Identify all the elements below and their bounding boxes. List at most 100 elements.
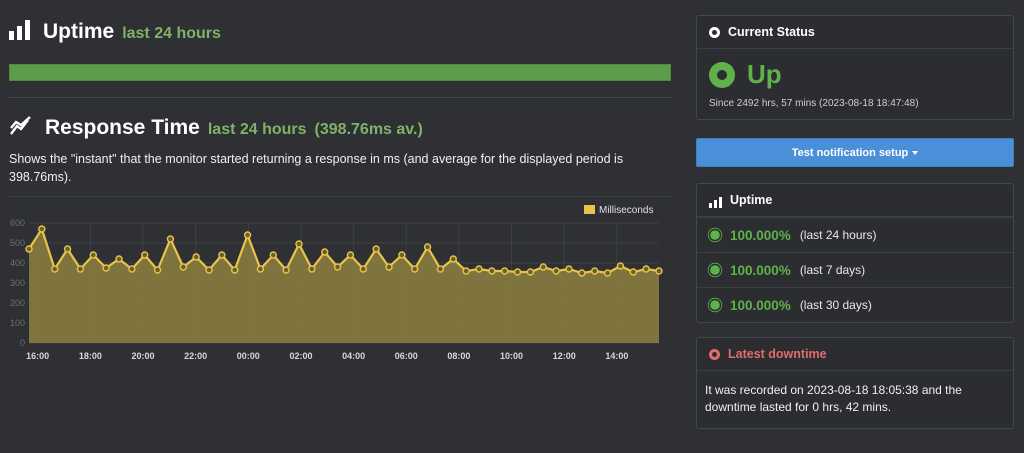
data-point: [526, 268, 535, 276]
success-badge-icon: [710, 300, 720, 310]
response-average: (398.76ms av.): [314, 121, 423, 138]
data-point: [411, 265, 419, 273]
response-period: last 24 hours: [207, 121, 307, 138]
y-tick-label: 300: [10, 278, 25, 288]
data-point: [76, 265, 85, 273]
uptime-percent: 100.000%: [730, 297, 791, 313]
data-point: [295, 240, 303, 248]
test-notification-button[interactable]: Test notification setup: [696, 138, 1014, 167]
y-tick-label: 100: [10, 318, 25, 328]
data-point: [513, 268, 522, 276]
x-tick-label: 06:00: [395, 351, 418, 361]
y-tick-label: 500: [10, 238, 25, 248]
y-tick-label: 400: [10, 258, 25, 268]
data-point: [449, 255, 457, 263]
data-point: [552, 267, 560, 275]
caret-down-icon: [912, 150, 919, 155]
data-point: [565, 265, 573, 273]
uptime-progress-bar: [9, 64, 671, 81]
data-point: [578, 269, 586, 277]
up-indicator-icon: [709, 61, 735, 88]
latest-downtime-text: It was recorded on 2023-08-18 18:05:38 a…: [705, 383, 962, 414]
uptime-panel: Uptime 100.000% (last 24 hours) 100.000%…: [696, 183, 1014, 323]
x-tick-label: 16:00: [26, 351, 49, 361]
data-point: [128, 265, 136, 273]
uptime-period: last 24 hours: [122, 25, 221, 42]
data-point: [501, 267, 509, 275]
y-tick-label: 0: [20, 338, 25, 348]
uptime-panel-heading: Uptime: [730, 193, 773, 207]
data-point: [243, 231, 252, 239]
current-status-heading: Current Status: [728, 25, 815, 39]
data-point: [89, 251, 97, 259]
x-tick-label: 12:00: [553, 351, 576, 361]
success-badge-icon: [710, 265, 720, 275]
uptime-row: 100.000% (last 30 days): [697, 287, 1013, 322]
response-header: Response Time last 24 hours (398.76ms av…: [9, 114, 671, 140]
test-notification-label: Test notification setup: [791, 146, 909, 159]
data-point: [25, 245, 33, 253]
x-tick-label: 14:00: [605, 351, 628, 361]
x-tick-label: 02:00: [289, 351, 312, 361]
data-point: [192, 253, 200, 261]
data-point: [308, 265, 316, 273]
uptime-row: 100.000% (last 24 hours): [697, 217, 1013, 252]
sidebar: Current Status Up Since 2492 hrs, 57 min…: [696, 15, 1014, 429]
latest-downtime-header: Latest downtime: [697, 338, 1013, 371]
x-tick-label: 20:00: [131, 351, 154, 361]
y-tick-label: 200: [10, 298, 25, 308]
status-since: Since 2492 hrs, 57 mins (2023-08-18 18:4…: [709, 98, 919, 109]
data-point: [269, 251, 277, 259]
data-point: [333, 263, 342, 271]
uptime-percent: 100.000%: [730, 262, 791, 278]
divider: [9, 97, 671, 98]
latest-downtime-heading: Latest downtime: [728, 347, 827, 361]
data-point: [346, 251, 355, 259]
current-status-panel: Current Status Up Since 2492 hrs, 57 min…: [696, 15, 1014, 120]
status-dot-icon: [709, 26, 720, 38]
data-point: [38, 225, 46, 233]
latest-downtime-panel: Latest downtime It was recorded on 2023-…: [696, 337, 1014, 429]
bar-chart-icon: [709, 196, 722, 208]
legend-label: Milliseconds: [599, 205, 653, 216]
uptime-period-label: (last 7 days): [799, 263, 866, 277]
main-content: Uptime last 24 hours Response Time last …: [9, 18, 671, 387]
data-point: [282, 266, 290, 274]
status-state: Up: [747, 59, 782, 89]
data-point: [655, 267, 663, 275]
data-point: [642, 265, 650, 273]
uptime-period-label: (last 30 days): [799, 298, 872, 312]
data-point: [102, 264, 110, 272]
uptime-period-label: (last 24 hours): [799, 228, 877, 242]
uptime-row: 100.000% (last 7 days): [697, 252, 1013, 287]
data-point: [398, 251, 406, 259]
data-point: [603, 269, 612, 277]
data-point: [63, 245, 72, 253]
data-point: [616, 262, 625, 270]
alert-dot-icon: [709, 348, 720, 360]
data-point: [462, 267, 470, 275]
line-chart-icon: [10, 116, 31, 135]
data-point: [629, 268, 637, 276]
data-point: [141, 251, 149, 259]
success-badge-icon: [710, 230, 720, 240]
response-time-chart: 0 100 200 300 400 500 600 16:00 18:00 20:00 22:00 0…: [9, 196, 671, 387]
data-point: [218, 251, 226, 259]
uptime-percent: 100.000%: [730, 227, 791, 243]
response-description: Shows the "instant" that the monitor sta…: [9, 152, 624, 184]
series-area: [29, 229, 659, 343]
data-point: [166, 235, 175, 243]
data-point: [475, 265, 483, 273]
x-tick-label: 04:00: [342, 351, 365, 361]
data-point: [231, 266, 239, 274]
uptime-panel-header: Uptime: [697, 184, 1013, 217]
x-tick-label: 08:00: [447, 351, 470, 361]
bar-chart-icon: [9, 20, 31, 40]
x-tick-label: 00:00: [237, 351, 260, 361]
data-point: [256, 265, 265, 273]
data-point: [51, 265, 59, 273]
response-title: Response Time: [45, 116, 200, 139]
data-point: [359, 265, 367, 273]
data-point: [153, 266, 162, 274]
x-tick-label: 22:00: [184, 351, 207, 361]
